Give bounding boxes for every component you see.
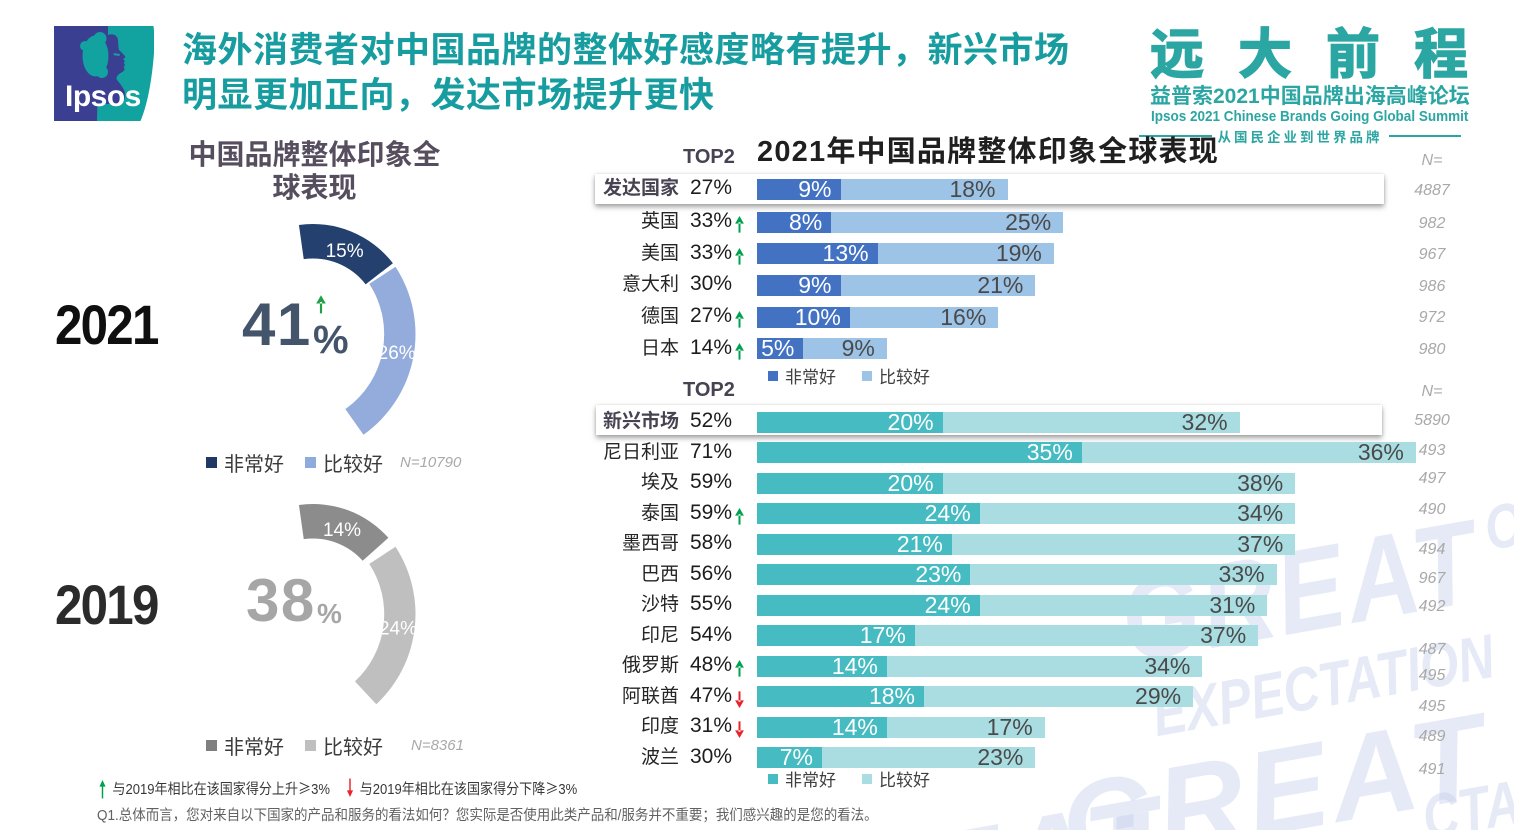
svg-text:14%: 14% — [323, 520, 361, 541]
svg-text:15%: 15% — [326, 241, 364, 262]
svg-text:24%: 24% — [379, 619, 417, 640]
svg-text:Ipsos: Ipsos — [65, 80, 141, 113]
svg-text:26%: 26% — [378, 343, 416, 364]
